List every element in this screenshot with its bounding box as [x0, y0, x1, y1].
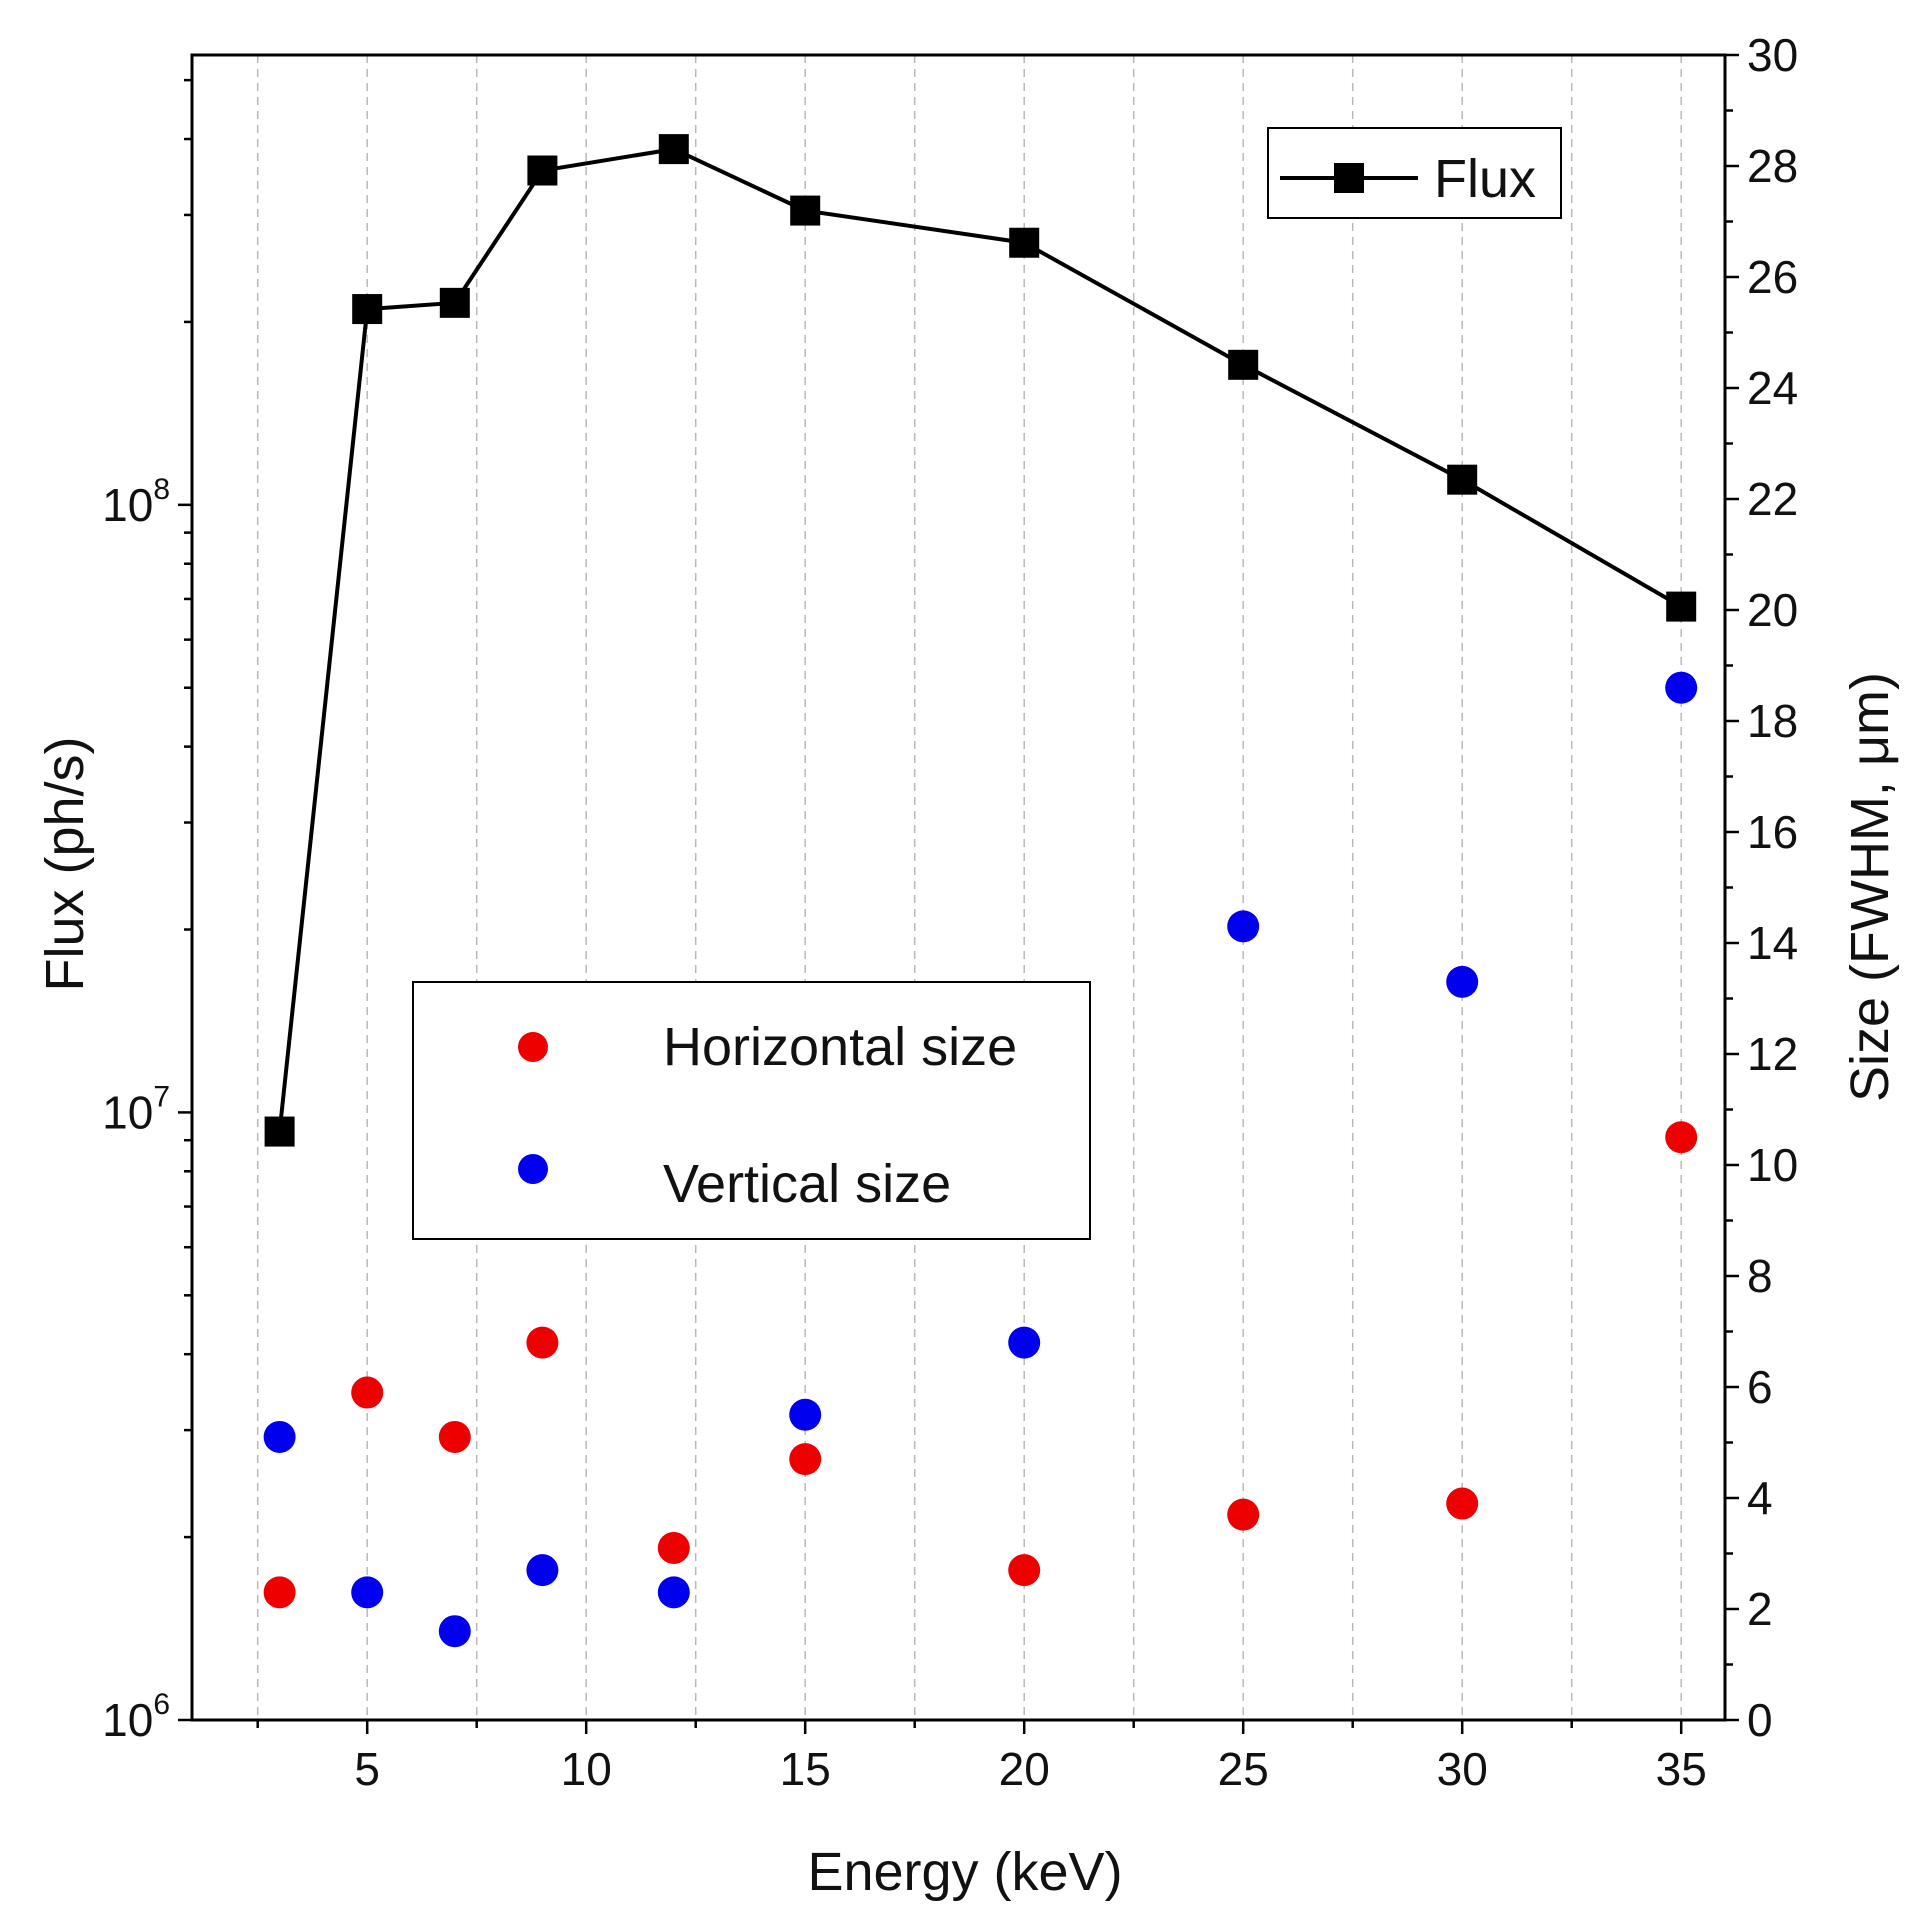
vertical-size-point: [351, 1576, 384, 1609]
flux-legend: Flux: [1267, 127, 1562, 219]
horizontal-size-point: [263, 1576, 296, 1609]
right-tick-label: 18: [1747, 695, 1798, 747]
x-tick-label: 20: [999, 1743, 1050, 1795]
vertical-size-point: [789, 1398, 822, 1431]
right-tick-label: 14: [1747, 917, 1798, 969]
vertical-size-legend-label: Vertical size: [663, 1154, 951, 1214]
horizontal-size-point: [1665, 1121, 1698, 1154]
flux-legend-square-sample: [1334, 163, 1364, 193]
horizontal-size-legend-marker: [518, 1032, 548, 1062]
flux-point: [352, 294, 383, 325]
horizontal-size-point: [438, 1420, 471, 1453]
flux-point: [1666, 591, 1697, 622]
right-tick-label: 30: [1747, 29, 1798, 81]
right-tick-label: 6: [1747, 1361, 1773, 1413]
right-tick-label: 2: [1747, 1583, 1773, 1635]
vertical-size-legend-marker: [518, 1154, 548, 1184]
vertical-size-point: [1665, 671, 1698, 704]
horizontal-size-legend-label: Horizontal size: [663, 1017, 1017, 1077]
horizontal-size-point: [1227, 1498, 1260, 1531]
vertical-size-point: [657, 1576, 690, 1609]
x-tick-label: 30: [1437, 1743, 1488, 1795]
horizontal-size-point: [657, 1531, 690, 1564]
right-tick-label: 28: [1747, 140, 1798, 192]
vertical-size-point: [438, 1615, 471, 1648]
flux-point: [1447, 464, 1478, 495]
x-tick-label: 10: [561, 1743, 612, 1795]
flux-point: [1009, 227, 1040, 258]
right-tick-label: 10: [1747, 1139, 1798, 1191]
flux-point: [658, 134, 689, 165]
flux-point: [1228, 349, 1259, 380]
flux-point: [527, 155, 558, 186]
right-tick-label: 16: [1747, 806, 1798, 858]
right-tick-label: 4: [1747, 1472, 1773, 1524]
left-axis-title: Flux (ph/s): [35, 736, 95, 991]
x-tick-label: 15: [780, 1743, 831, 1795]
left-tick-label: 108: [102, 473, 170, 531]
flux-legend-label: Flux: [1434, 149, 1536, 209]
right-tick-label: 12: [1747, 1028, 1798, 1080]
horizontal-size-point: [351, 1376, 384, 1409]
right-axis-title: Size (FWHM, μm): [1840, 672, 1900, 1102]
axes: 5 10 15 20 25 30 35106107108024681012141618202…: [102, 29, 1798, 1795]
vertical-size-point: [1227, 910, 1260, 943]
right-tick-label: 26: [1747, 251, 1798, 303]
size-legend-box: [412, 981, 1091, 1240]
horizontal-size-point: [1446, 1487, 1479, 1520]
vertical-size-point: [263, 1420, 296, 1453]
horizontal-size-point: [526, 1326, 559, 1359]
horizontal-size-point: [1008, 1554, 1041, 1587]
grid: [256, 55, 1682, 1720]
vertical-size-point: [526, 1554, 559, 1587]
right-tick-label: 20: [1747, 584, 1798, 636]
right-tick-label: 0: [1747, 1694, 1773, 1746]
flux-point: [439, 287, 470, 318]
right-tick-label: 8: [1747, 1250, 1773, 1302]
x-tick-label: 25: [1218, 1743, 1269, 1795]
horizontal-size-point: [789, 1443, 822, 1476]
vertical-size-point: [1446, 965, 1479, 998]
plot-frame: [190, 53, 1727, 1722]
left-tick-label: 106: [102, 1688, 170, 1746]
x-tick-label: 5: [354, 1743, 380, 1795]
flux-point: [264, 1116, 295, 1147]
flux-legend-box: [1267, 127, 1562, 219]
x-tick-label: 35: [1656, 1743, 1707, 1795]
vertical-size-point: [1008, 1326, 1041, 1359]
size-legend: Horizontal size Vertical size: [412, 981, 1091, 1240]
flux-line: [277, 147, 1683, 1132]
series-layer: [263, 134, 1698, 1648]
left-tick-label: 107: [102, 1080, 170, 1138]
right-tick-label: 24: [1747, 362, 1798, 414]
flux-point: [790, 195, 821, 226]
x-axis-title: Energy (keV): [807, 1842, 1122, 1902]
right-tick-label: 22: [1747, 473, 1798, 525]
